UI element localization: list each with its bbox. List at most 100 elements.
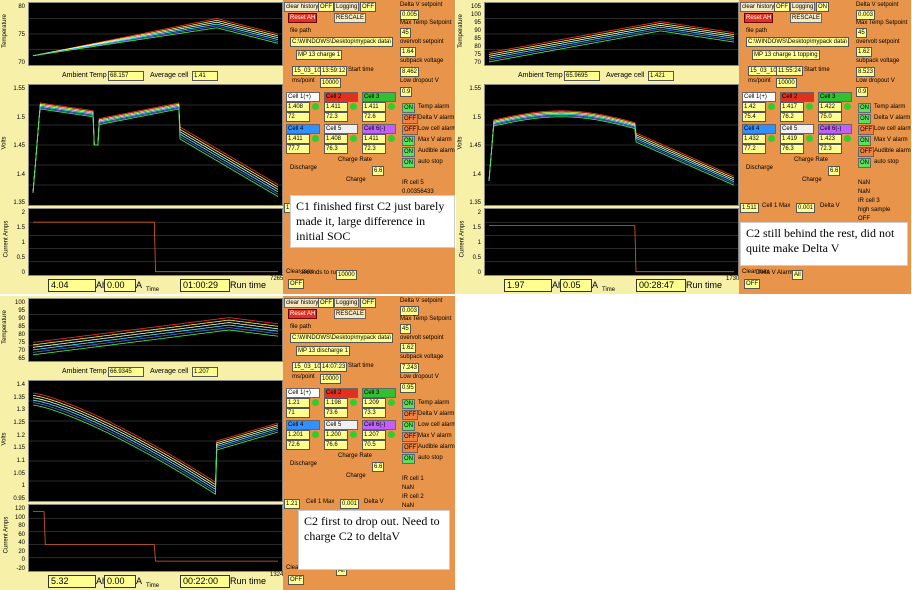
- clear-history[interactable]: clear history: [284, 298, 321, 308]
- cell-led: [844, 135, 851, 142]
- alarm-label: Max V alarm: [874, 137, 908, 143]
- trace: [488, 111, 735, 182]
- trace: [32, 402, 279, 493]
- annotation: C2 first to drop out. Need to charge C2 …: [298, 510, 450, 570]
- cell-led: [388, 135, 395, 142]
- alarm-label: Delta V alarm: [418, 411, 455, 417]
- cell-volts: 1.200: [324, 430, 348, 440]
- cell-temp: 73.3: [362, 408, 386, 418]
- alarm-toggle[interactable]: ON: [402, 147, 415, 157]
- tick-label: 70: [474, 60, 481, 66]
- clear-history[interactable]: clear history: [284, 2, 321, 12]
- start-clock: 11:55:24: [776, 66, 803, 76]
- value: 1.207: [192, 367, 218, 377]
- trace: [33, 221, 278, 273]
- rescale[interactable]: RESCALE: [334, 309, 367, 319]
- discharge: Discharge: [290, 165, 318, 171]
- maxt: 45: [856, 28, 867, 38]
- cell-name: Cell 1(+): [286, 388, 320, 398]
- cell-temp: 77.2: [742, 144, 766, 154]
- alarm-toggle[interactable]: ON: [402, 454, 415, 464]
- dv-label: Delta V setpoint: [400, 2, 443, 8]
- axis-title: Volts: [1, 136, 8, 150]
- alarm-toggle[interactable]: OFF: [858, 147, 874, 157]
- tick-label: 0: [477, 270, 481, 276]
- tick-label: 1: [21, 483, 25, 490]
- alarm-toggle[interactable]: OFF: [402, 443, 418, 453]
- file-path: C:\WINDOWS\Desktop\mypack data\: [290, 37, 394, 47]
- info-text: NaN: [858, 180, 871, 186]
- charge: Charge: [802, 177, 822, 183]
- alarm-toggle[interactable]: ON: [858, 158, 871, 168]
- alarm-toggle[interactable]: ON: [858, 103, 871, 113]
- start-clock: 14:07:23: [320, 362, 348, 372]
- rescale[interactable]: RESCALE: [790, 13, 823, 23]
- subpack-label: subpack voltage: [400, 354, 444, 360]
- subpack-label: subpack voltage: [856, 58, 900, 64]
- cell-led: [312, 103, 319, 110]
- delta-value: 0.001: [340, 499, 360, 509]
- cell-temp: 76.3: [324, 144, 348, 154]
- logging[interactable]: Logging: [334, 2, 360, 12]
- info-text: IR cell 2: [402, 494, 424, 500]
- seconds: 10000: [336, 270, 357, 280]
- alarm-toggle[interactable]: OFF: [858, 125, 874, 135]
- tick-label: 0: [21, 270, 25, 276]
- cell-volts: 1.198: [324, 398, 348, 408]
- tick-label: 75: [18, 32, 25, 38]
- voltage-plot: [28, 84, 283, 206]
- x-end-label: 1730: [726, 276, 740, 282]
- cell-temp: 72: [286, 112, 310, 122]
- tick-label: 0.5: [472, 255, 481, 261]
- info-text: OFF: [858, 216, 870, 222]
- clear-history[interactable]: clear history: [740, 2, 777, 12]
- clear-max-state: OFF: [288, 575, 304, 585]
- logging[interactable]: Logging: [790, 2, 816, 12]
- logging[interactable]: Logging: [334, 298, 360, 308]
- cell-led: [388, 431, 395, 438]
- alarm-toggle[interactable]: ON: [402, 421, 415, 431]
- reset-ah[interactable]: Reset AH: [744, 13, 774, 23]
- start-clock: 13:59:12: [320, 66, 348, 76]
- value: 68.157: [108, 71, 144, 81]
- alarm-toggle[interactable]: ON: [402, 136, 415, 146]
- temperature-plot: [28, 298, 283, 362]
- tick-label: 100: [14, 300, 25, 306]
- cell-name: Cell 5: [324, 420, 358, 430]
- alarm-label: Temp alarm: [418, 400, 450, 406]
- alarm-toggle[interactable]: ON: [402, 158, 415, 168]
- cell-led: [350, 103, 357, 110]
- label: Run time: [686, 280, 723, 290]
- rescale[interactable]: RESCALE: [334, 13, 367, 23]
- trace: [32, 102, 279, 194]
- trace: [488, 115, 735, 184]
- reset-ah[interactable]: Reset AH: [288, 13, 318, 23]
- alarm-toggle[interactable]: ON: [858, 136, 871, 146]
- alarm-toggle[interactable]: OFF: [402, 410, 418, 420]
- cell-led: [350, 431, 357, 438]
- cell-volts: 1.411: [362, 102, 386, 112]
- axis-title: Temperature: [1, 310, 8, 344]
- cell-temp: 71: [286, 408, 310, 418]
- cell-volts: 1.411: [286, 134, 310, 144]
- cell-volts: 1.432: [742, 134, 766, 144]
- alarm-toggle[interactable]: OFF: [402, 114, 418, 124]
- tick-label: 70: [18, 348, 25, 354]
- label: Time: [602, 287, 616, 293]
- tick-label: 1.5: [472, 225, 481, 231]
- alarm-toggle[interactable]: ON: [402, 103, 415, 113]
- alarm-toggle[interactable]: ON: [858, 114, 871, 124]
- cell-temp: 72.6: [286, 440, 310, 450]
- annotation: C2 still behind the rest, did not quite …: [740, 222, 908, 266]
- discharge: Discharge: [746, 165, 774, 171]
- cell-volts: 1.422: [818, 102, 842, 112]
- alarm-toggle[interactable]: OFF: [402, 125, 418, 135]
- cell-volts: 1.411: [362, 134, 386, 144]
- alarm-label: Temp alarm: [418, 104, 450, 110]
- dropout: 0.9: [400, 87, 413, 97]
- alarm-toggle[interactable]: OFF: [402, 432, 418, 442]
- alarm-toggle[interactable]: ON: [402, 399, 415, 409]
- reset-ah[interactable]: Reset AH: [288, 309, 318, 319]
- overvolt-label: overvolt setpoint: [856, 39, 900, 45]
- tick-label: 1.1: [16, 458, 25, 464]
